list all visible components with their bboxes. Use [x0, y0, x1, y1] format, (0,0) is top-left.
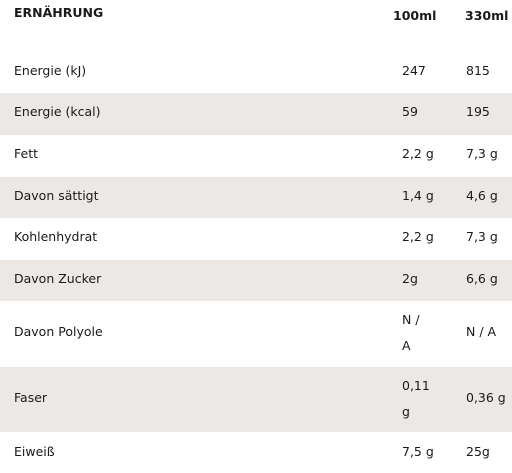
- row-value-100ml: 59: [402, 104, 418, 119]
- table-row: Energie (kJ) 247 815: [0, 52, 512, 93]
- row-value-330ml: 7,3 g: [466, 146, 498, 161]
- row-value-330ml: 7,3 g: [466, 229, 498, 244]
- header-title: ERNÄHRUNG: [14, 5, 104, 20]
- table-row: Energie (kcal) 59 195: [0, 93, 512, 135]
- table-row: Eiweiß 7,5 g 25g: [0, 432, 512, 473]
- row-label: Energie (kcal): [14, 104, 101, 119]
- row-label: Eiweiß: [14, 444, 55, 459]
- row-label: Faser: [14, 390, 48, 405]
- row-value-100ml: 1,4 g: [402, 188, 434, 203]
- row-label: Davon Zucker: [14, 271, 102, 286]
- row-label: Davon Polyole: [14, 324, 103, 339]
- header-col-330ml: 330ml: [465, 8, 509, 23]
- table-row: Davon Zucker 2g 6,6 g: [0, 260, 512, 301]
- row-value-100ml: 2,2 g: [402, 146, 434, 161]
- row-value-330ml: 195: [466, 104, 490, 119]
- table-header: ERNÄHRUNG 100ml 330ml: [0, 0, 512, 52]
- row-value-330ml: N / A: [466, 324, 497, 339]
- row-label: Fett: [14, 146, 38, 161]
- row-value-330ml: 4,6 g: [466, 188, 498, 203]
- row-label: Energie (kJ): [14, 63, 87, 78]
- table-row: Faser 0,11 g 0,36 g: [0, 367, 512, 432]
- row-value-100ml: 2,2 g: [402, 229, 434, 244]
- row-value-100ml: N / A: [402, 312, 420, 353]
- table-row: Kohlenhydrat 2,2 g 7,3 g: [0, 218, 512, 260]
- row-value-330ml: 815: [466, 63, 490, 78]
- row-value-330ml: 25g: [466, 444, 490, 459]
- row-value-100ml: 0,11 g: [402, 378, 430, 419]
- table-row: Fett 2,2 g 7,3 g: [0, 135, 512, 177]
- table-row: Davon Polyole N / A N / A: [0, 301, 512, 367]
- table-row: Davon sättigt 1,4 g 4,6 g: [0, 177, 512, 218]
- row-label: Davon sättigt: [14, 188, 99, 203]
- row-value-330ml: 0,36 g: [466, 390, 506, 405]
- header-col-100ml: 100ml: [393, 8, 437, 23]
- row-label: Kohlenhydrat: [14, 229, 98, 244]
- row-value-330ml: 6,6 g: [466, 271, 498, 286]
- row-value-100ml: 2g: [402, 271, 418, 286]
- row-value-100ml: 7,5 g: [402, 444, 434, 459]
- row-value-100ml: 247: [402, 63, 426, 78]
